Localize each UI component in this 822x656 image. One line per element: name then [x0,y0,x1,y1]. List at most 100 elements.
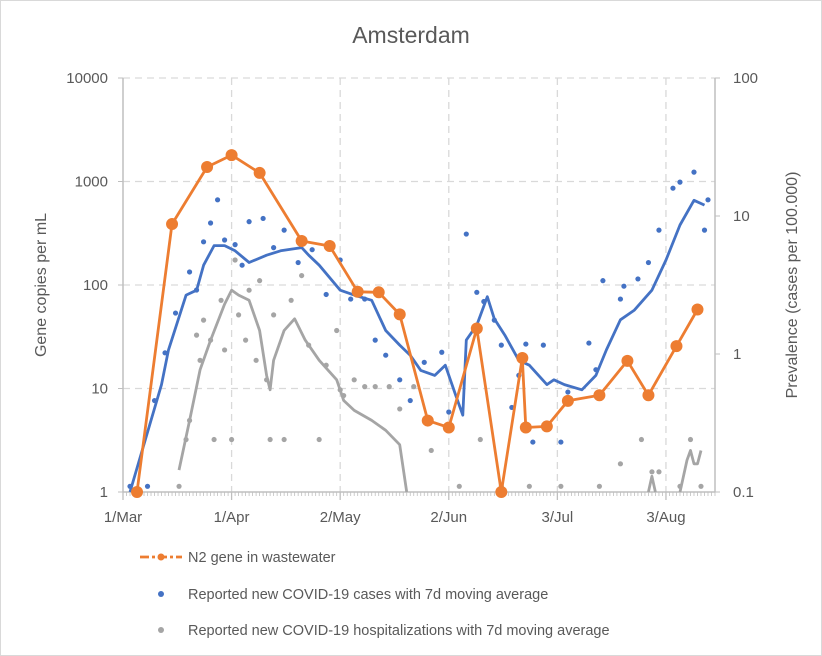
wastewater-marker [470,322,483,335]
cases-dot [701,227,708,233]
x-tick-label: 1/Mar [104,509,142,526]
wastewater-marker [642,389,655,402]
y2-tick-label: 10 [733,208,750,225]
hospitalization-dot [288,297,294,303]
hospitalization-dot [228,436,235,443]
y2-tick-label: 100 [733,70,758,87]
hospitalization-dot [687,436,694,443]
cases-dot [600,278,606,284]
wastewater-marker [351,285,364,298]
hospitalization-dot [477,436,483,443]
y-tick-label: 1000 [75,174,108,191]
cases-dot [144,483,151,489]
cases-dot [670,185,676,191]
y2-tick-label: 0.1 [733,484,754,501]
cases-dot [246,219,252,225]
cases-dot [383,352,389,358]
wastewater-marker [540,420,553,433]
wastewater-marker [166,218,179,231]
wastewater-marker [393,308,406,321]
wastewater-marker [295,235,308,248]
legend-wastewater-marker [157,553,165,561]
cases-dot [677,179,683,185]
y2-axis-label: Prevalence (cases per 100.000) [784,172,801,399]
wastewater-marker [131,486,144,498]
cases-dot [214,197,221,203]
wastewater-marker [621,354,634,367]
hospitalization-dot [253,357,259,363]
cases-dot [271,245,277,251]
cases-dot [565,389,571,395]
hospitalization-dot [526,483,532,489]
cases-dot [498,342,504,348]
cases-dot [221,237,228,243]
cases-moving-average-line [128,198,706,493]
cases-dot [463,231,469,237]
cases-dot [186,269,193,275]
cases-dot [530,439,536,445]
hospitalization-dot [698,483,704,489]
hospitalization-dot [351,377,357,383]
cases-dot [656,227,662,233]
wastewater-marker [670,340,683,353]
hospitalization-dot [299,272,305,279]
cases-dot [705,197,711,203]
hospitalization-moving-average-line [177,288,703,493]
hospitalization-dot [232,257,238,263]
wastewater-marker [561,394,574,407]
y-axis-label: Gene copies per mL [33,213,50,357]
cases-dot [232,242,238,248]
wastewater-marker [201,161,214,174]
cases-dot [586,340,592,346]
hospitalization-dot [197,357,203,363]
cases-dot [523,341,529,347]
cases-dot [621,283,627,289]
hospitalization-dot [596,483,603,489]
hospitalization-dot [656,469,662,475]
legend-label: Reported new COVID-19 cases with 7d movi… [188,587,548,603]
hospitalization-dot [211,436,217,443]
gridlines [123,77,715,492]
cases-dot [207,220,214,226]
legend-label: N2 gene in wastewater [188,550,336,566]
wastewater-marker [691,303,704,316]
cases-dot [200,239,207,245]
cases-dot [691,169,697,175]
hospitalization-dot [316,436,322,443]
hospitalization-dot [334,327,340,334]
wastewater-marker [253,166,266,179]
hospitalization-dot [271,312,277,318]
wastewater-marker [421,414,434,427]
wastewater-line [135,153,699,494]
plot-area [127,149,711,498]
x-tick-label: 3/Aug [646,509,685,526]
hospitalization-dot [257,278,263,284]
y-tick-label: 100 [83,277,108,294]
x-tick-label: 1/Apr [214,509,250,526]
cases-dot [281,227,287,233]
cases-dot [295,259,301,266]
wastewater-marker [495,486,508,498]
cases-dot [260,215,266,222]
legend-hospitalization-marker [158,627,164,633]
y-tick-label: 1 [100,484,108,501]
hospitalization-dot [428,447,434,454]
cases-dot [372,337,378,343]
legend: N2 gene in wastewater Reported new COVID-… [140,550,610,639]
hospitalization-dot [218,297,224,303]
cases-dot [617,296,624,302]
cases-dot [645,259,652,266]
hospitalization-dot [221,347,228,353]
hospitalization-dot [200,317,207,323]
hospitalization-dot [372,384,378,390]
wastewater-marker [372,286,385,299]
wastewater-marker [323,240,336,253]
cases-dot [172,310,179,316]
cases-dot [323,291,329,298]
x-tick-label: 2/Jun [430,509,467,526]
wastewater-marker [225,149,238,162]
y-tick-label: 10000 [66,70,108,87]
cases-dot [309,247,315,253]
wastewater-marker [516,352,529,365]
